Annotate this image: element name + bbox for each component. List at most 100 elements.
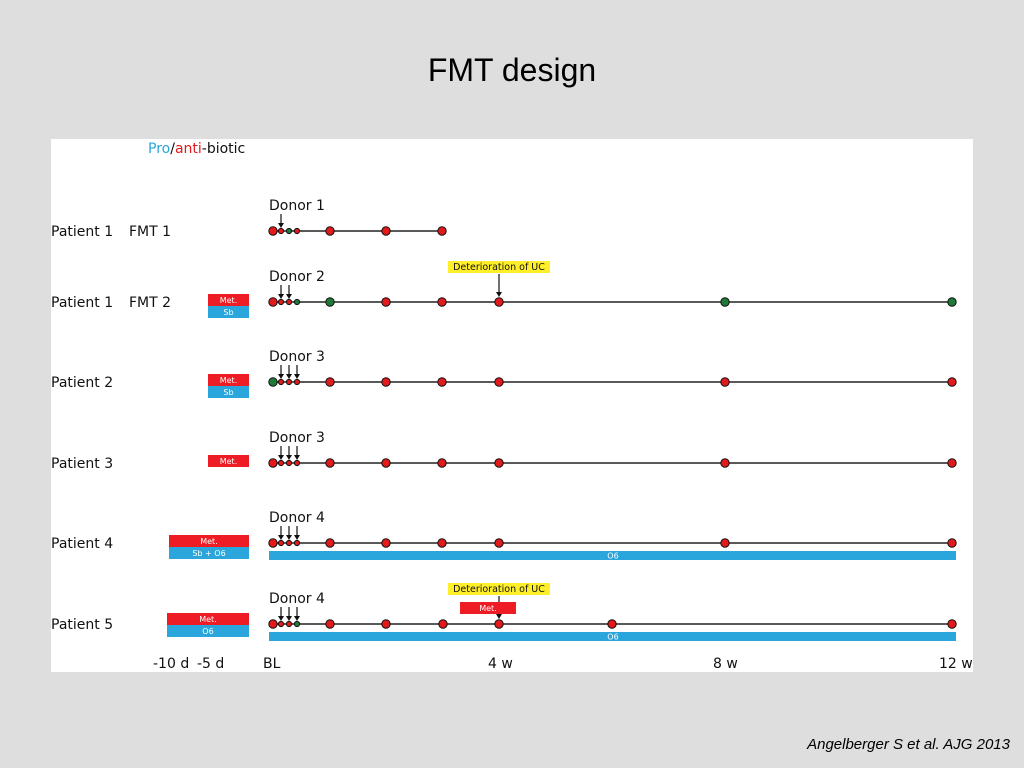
dose-arrow-head bbox=[278, 223, 284, 228]
visit-dot bbox=[268, 297, 278, 307]
visit-dot bbox=[720, 538, 730, 548]
citation: Angelberger S et al. AJG 2013 bbox=[807, 736, 1010, 753]
time-axis: -10 d -5 d BL 4 w 8 w 12 w bbox=[153, 656, 973, 672]
axis-tick-label: 4 w bbox=[488, 656, 513, 672]
visit-dot bbox=[494, 297, 504, 307]
visit-dot bbox=[285, 298, 293, 306]
pretreatment-label: Met. bbox=[199, 615, 217, 624]
pretreatment-label: O6 bbox=[202, 627, 213, 636]
patient-label: Patient 4 bbox=[51, 536, 113, 552]
visit-dot bbox=[947, 538, 957, 548]
visit-dot bbox=[293, 459, 301, 467]
dose-arrow-head bbox=[286, 616, 292, 621]
deterioration-arrow-head bbox=[496, 614, 502, 619]
dose-arrow-head bbox=[294, 616, 300, 621]
patient-row: Patient 1 FMT 1 Donor 1 bbox=[51, 198, 447, 240]
visit-dot bbox=[293, 378, 301, 386]
pretreatment-bar bbox=[169, 547, 249, 559]
deterioration-highlight bbox=[448, 261, 550, 273]
visit-dot bbox=[437, 538, 447, 548]
visit-dot bbox=[293, 620, 301, 628]
pretreatment-label: Met. bbox=[220, 457, 238, 466]
visit-dot bbox=[277, 298, 285, 306]
dose-arrow-head bbox=[294, 455, 300, 460]
visit-dot bbox=[325, 538, 335, 548]
visit-dot bbox=[293, 539, 301, 547]
pretreatment-label: Sb + O6 bbox=[192, 549, 225, 558]
dose-arrow-head bbox=[278, 535, 284, 540]
deterioration-note: Deterioration of UC bbox=[453, 262, 545, 273]
visit-dot bbox=[285, 620, 293, 628]
axis-tick-label: 12 w bbox=[939, 656, 973, 672]
visit-dot bbox=[325, 377, 335, 387]
visit-dot bbox=[720, 377, 730, 387]
visit-dot bbox=[325, 619, 335, 629]
visit-dot bbox=[437, 458, 447, 468]
visit-dot bbox=[381, 226, 391, 236]
visit-dot bbox=[293, 227, 301, 235]
visit-dot bbox=[381, 297, 391, 307]
visit-dot bbox=[494, 377, 504, 387]
visit-dot bbox=[607, 619, 617, 629]
patient-label: Patient 5 bbox=[51, 617, 113, 633]
axis-tick-label: -5 d bbox=[197, 656, 224, 672]
patient-label: Patient 3 bbox=[51, 456, 113, 472]
pretreatment-bar bbox=[208, 374, 249, 386]
axis-tick-label: 8 w bbox=[713, 656, 738, 672]
patient-row: Patient 4 Met. Sb + O6 O6 Donor 4 bbox=[51, 510, 957, 561]
probiotic-bar-label: O6 bbox=[607, 552, 618, 561]
visit-dot bbox=[277, 227, 285, 235]
visit-dot bbox=[268, 538, 278, 548]
dose-arrow-head bbox=[286, 455, 292, 460]
fmt-label: FMT 1 bbox=[129, 224, 171, 240]
probiotic-bar bbox=[269, 551, 956, 560]
dose-arrow-head bbox=[286, 374, 292, 379]
visit-dot bbox=[268, 226, 278, 236]
visit-dot bbox=[437, 297, 447, 307]
rescue-treatment-label: Met. bbox=[479, 604, 497, 613]
donor-label: Donor 1 bbox=[269, 198, 325, 214]
visit-dot bbox=[277, 378, 285, 386]
pretreatment-bar bbox=[208, 386, 249, 398]
deterioration-note: Deterioration of UC bbox=[453, 584, 545, 595]
visit-dot bbox=[438, 619, 448, 629]
rescue-treatment-bar bbox=[460, 602, 516, 614]
dose-arrow-head bbox=[294, 535, 300, 540]
pretreatment-label: Met. bbox=[200, 537, 218, 546]
pretreatment-bar bbox=[208, 294, 249, 306]
deterioration-highlight bbox=[448, 583, 550, 595]
dose-arrow-head bbox=[278, 455, 284, 460]
probiotic-antibiotic-legend: Pro/anti-biotic bbox=[148, 141, 245, 157]
visit-dot bbox=[285, 378, 293, 386]
fmt-timeline-diagram: Pro/anti-biotic Patient 1 FMT 1 Donor 1 Pat… bbox=[51, 141, 973, 672]
patient-label: Patient 2 bbox=[51, 375, 113, 391]
slide-title: FMT design bbox=[427, 52, 597, 88]
axis-tick-label: -10 d bbox=[153, 656, 189, 672]
fmt-label: FMT 2 bbox=[129, 295, 171, 311]
visit-dot bbox=[285, 459, 293, 467]
dose-arrow-head bbox=[286, 294, 292, 299]
donor-label: Donor 3 bbox=[269, 430, 325, 446]
visit-dot bbox=[277, 539, 285, 547]
visit-dot bbox=[325, 458, 335, 468]
visit-dot bbox=[720, 458, 730, 468]
patient-label: Patient 1 bbox=[51, 295, 113, 311]
patient-row: Patient 5 Met. O6 O6 Donor 4 Deterioration of… bbox=[51, 583, 957, 642]
visit-dot bbox=[494, 538, 504, 548]
fmt-design-figure: Pro/anti-biotic Patient 1 FMT 1 Donor 1 Pat… bbox=[51, 139, 973, 672]
patient-row: Patient 1 FMT 2 Met. Sb Donor 2 Deterioration… bbox=[51, 261, 957, 318]
visit-dot bbox=[947, 458, 957, 468]
visit-dot bbox=[947, 377, 957, 387]
donor-label: Donor 3 bbox=[269, 349, 325, 365]
pretreatment-label: Met. bbox=[220, 376, 238, 385]
pretreatment-label: Sb bbox=[223, 388, 233, 397]
dose-arrow-head bbox=[286, 535, 292, 540]
visit-dot bbox=[325, 226, 335, 236]
pretreatment-bar bbox=[167, 613, 249, 625]
visit-dot bbox=[381, 377, 391, 387]
visit-dot bbox=[437, 226, 447, 236]
visit-dot bbox=[285, 539, 293, 547]
visit-dot bbox=[277, 459, 285, 467]
visit-dot bbox=[947, 619, 957, 629]
probiotic-bar-label: O6 bbox=[607, 633, 618, 642]
